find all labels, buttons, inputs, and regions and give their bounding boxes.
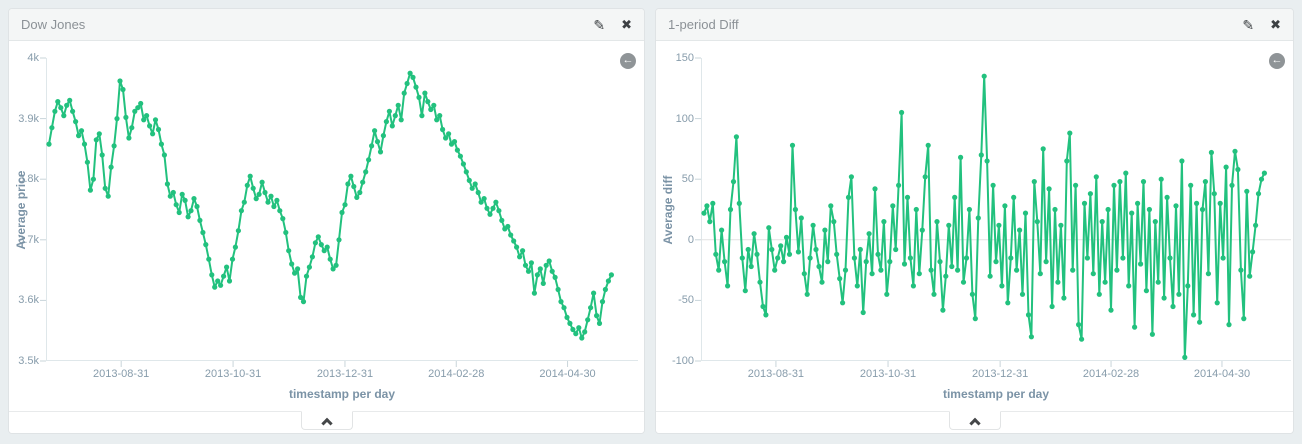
panel-title: Dow Jones: [21, 17, 86, 32]
y-tick-label: -50: [678, 294, 694, 307]
x-tick-label: 2013-12-31: [316, 368, 374, 380]
zoom-out-circle-arrow-icon[interactable]: ←: [1269, 53, 1285, 69]
panel-1-period-diff: 1-period Diff ✎ ✖ ← -100 -50 0 50 100 150 2013…: [655, 8, 1294, 434]
close-icon[interactable]: ✖: [1270, 17, 1281, 32]
y-tick-label: 3.9k: [18, 112, 39, 125]
panel-footer: [9, 411, 644, 433]
y-tick-label: 50: [681, 173, 694, 186]
edit-pencil-icon[interactable]: ✎: [1242, 16, 1255, 33]
panel-header: Dow Jones ✎ ✖: [9, 9, 644, 41]
chevron-up-icon: [968, 417, 981, 430]
y-tick-label: 3.8k: [18, 173, 39, 186]
close-icon[interactable]: ✖: [621, 17, 632, 32]
chevron-up-icon: [320, 417, 333, 430]
x-tick-label: 2013-12-31: [971, 368, 1029, 380]
zoom-out-circle-arrow-icon[interactable]: ←: [620, 53, 636, 69]
y-axis-title: Average diff: [661, 175, 675, 244]
y-tick-label: 0: [687, 233, 694, 246]
chart-panel-body: ← 3.5k 3.6k 3.7k 3.8k 3.9k 4k 2013-08-31 2013-1…: [9, 41, 644, 411]
x-tick-label: 2014-02-28: [1082, 368, 1140, 380]
panel-dow-jones: Dow Jones ✎ ✖ ← 3.5k 3.6k 3.7k 3.8k 3.9k 4k 20…: [8, 8, 645, 434]
edit-pencil-icon[interactable]: ✎: [593, 16, 606, 33]
y-tick-label: 150: [675, 52, 694, 64]
x-axis-title: timestamp per day: [288, 387, 396, 401]
y-tick-label: 3.6k: [18, 294, 39, 307]
x-tick-label: 2013-08-31: [93, 368, 150, 380]
x-tick-label: 2013-10-31: [859, 368, 917, 380]
panel-title: 1-period Diff: [668, 17, 739, 32]
y-tick-label: 3.7k: [18, 233, 39, 246]
panel-footer: [656, 411, 1293, 433]
plot-area[interactable]: [695, 57, 1291, 367]
y-tick-label: -100: [671, 355, 694, 367]
collapse-button[interactable]: [300, 411, 353, 430]
x-axis-title: timestamp per day: [942, 387, 1050, 401]
panel-header: 1-period Diff ✎ ✖: [656, 9, 1293, 41]
y-tick-label: 3.5k: [18, 355, 39, 367]
dow-jones-chart: 3.5k 3.6k 3.7k 3.8k 3.9k 4k 2013-08-31 2013-10-…: [9, 41, 644, 411]
x-tick-label: 2013-10-31: [204, 368, 262, 380]
x-tick-label: 2014-04-30: [1193, 368, 1251, 380]
y-tick-label: 4k: [27, 52, 39, 64]
x-tick-label: 2014-02-28: [428, 368, 485, 380]
collapse-button[interactable]: [948, 411, 1001, 430]
chart-panel-body: ← -100 -50 0 50 100 150 2013-08-31 2013-10-31 20…: [656, 41, 1293, 411]
x-tick-label: 2014-04-30: [539, 368, 596, 380]
y-axis-title: Average price: [14, 170, 28, 249]
y-tick-label: 100: [675, 112, 694, 125]
x-tick-label: 2013-08-31: [747, 368, 805, 380]
plot-area[interactable]: [40, 57, 638, 367]
diff-chart: -100 -50 0 50 100 150 2013-08-31 2013-10-31 2013…: [656, 41, 1293, 411]
